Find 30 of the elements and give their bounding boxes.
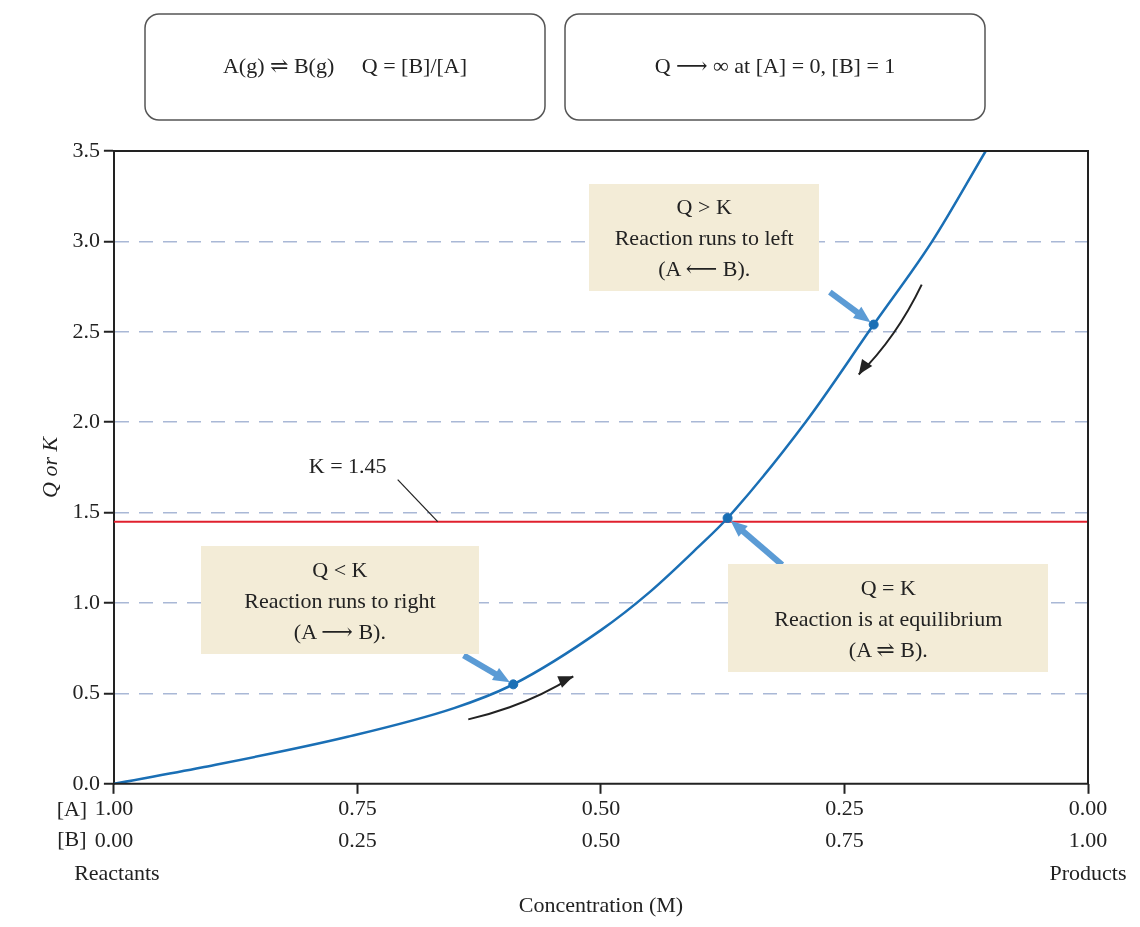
x2-tick-label: 1.00 <box>94 794 134 820</box>
y-tick-label: 0.5 <box>72 679 100 705</box>
x-tick-label: 0.75 <box>825 827 864 853</box>
y-tick-label: 3.0 <box>72 227 100 253</box>
x-axis-title: Concentration (M) <box>518 891 684 917</box>
x2-axis-title: [A] <box>56 795 88 821</box>
text: Q ⟶ ∞ at [A] = 0, [B] = 1 <box>654 52 896 78</box>
annotation: Q = K Reaction is at equilibrium (A ⇌ B). <box>774 573 1003 664</box>
text: [B] <box>57 825 87 851</box>
text: A(g) ⇌ B(g) Q = [B]/[A] <box>222 52 468 78</box>
y-tick-label: 2.0 <box>72 407 100 433</box>
y-tick-label: 2.5 <box>72 317 100 343</box>
x-tick-label: 1.00 <box>1068 827 1108 853</box>
x2-tick-label: 0.00 <box>1068 794 1108 820</box>
text: Products <box>1049 859 1127 885</box>
annotation: Q < K Reaction runs to right (A ⟶ B). <box>244 555 436 646</box>
y-axis-title: Q or K <box>36 435 62 498</box>
y-tick-label: 3.5 <box>72 136 100 162</box>
x2-tick-label: 0.50 <box>581 794 621 820</box>
y-tick-label: 1.5 <box>72 498 100 524</box>
x2-tick-label: 0.75 <box>338 794 377 820</box>
ref-line-label: K = 1.45 <box>308 453 387 479</box>
y-tick-label: 1.0 <box>72 588 100 614</box>
text: Reactants <box>74 859 160 885</box>
x2-tick-label: 0.25 <box>825 794 864 820</box>
x-tick-label: 0.25 <box>338 827 377 853</box>
annotation: Q > K Reaction runs to left (A ⟵ B). <box>614 192 794 283</box>
x-tick-label: 0.50 <box>581 827 621 853</box>
x-tick-label: 0.00 <box>94 827 134 853</box>
y-tick-label: 0.0 <box>72 769 100 795</box>
